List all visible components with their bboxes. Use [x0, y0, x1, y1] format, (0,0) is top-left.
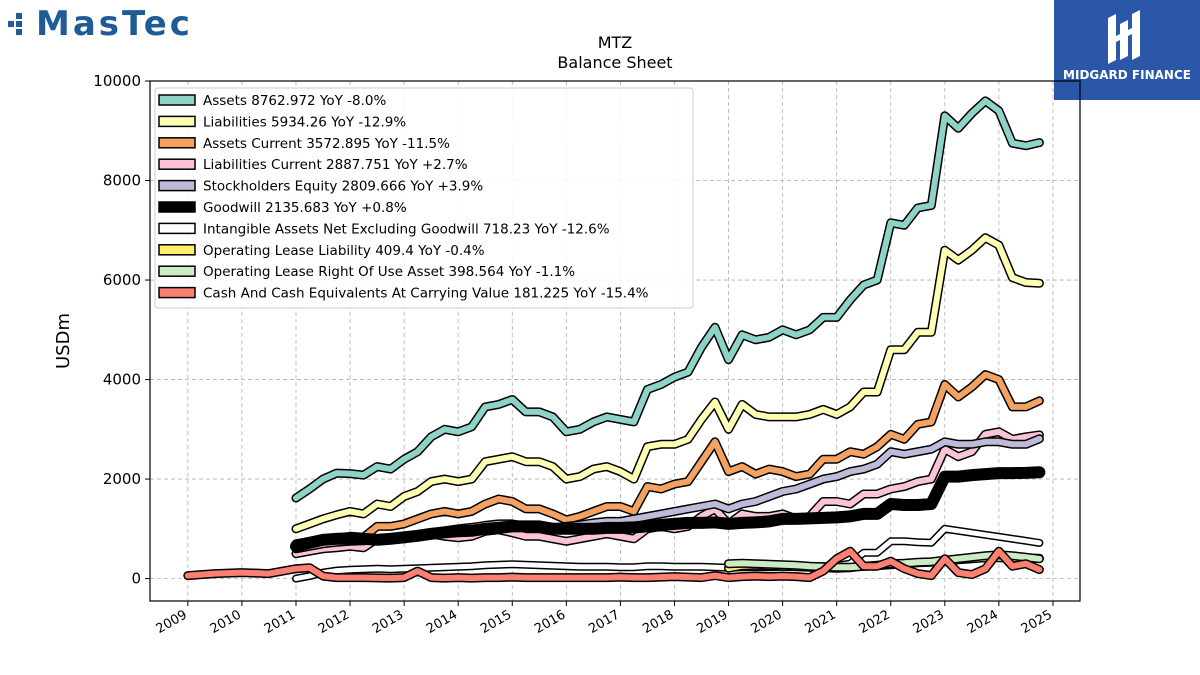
- legend-entry-label: Goodwill 2135.683 YoY +0.8%: [203, 200, 407, 216]
- legend-swatch: [158, 137, 196, 149]
- legend-entry-label: Intangible Assets Net Excluding Goodwill…: [203, 221, 610, 237]
- x-tick-label: 2015: [478, 607, 514, 637]
- series-line-2: [293, 371, 1043, 547]
- x-tick-label: 2022: [857, 607, 893, 637]
- legend: Assets 8762.972 YoY -8.0% Liabilities 593…: [154, 87, 694, 309]
- y-tick-label: 4000: [103, 371, 141, 389]
- y-tick-label: 6000: [103, 271, 141, 289]
- legend-entry-label: Liabilities Current 2887.751 YoY +2.7%: [203, 157, 468, 173]
- legend-swatch: [158, 222, 196, 235]
- plot-frame: [149, 80, 1081, 602]
- x-tick-label: 2012: [316, 607, 352, 637]
- midgard-emblem-icon: [1108, 10, 1140, 64]
- x-tick-label: 2013: [370, 607, 406, 637]
- series-line-0: [293, 97, 1043, 501]
- x-tick-label: 2018: [640, 607, 676, 637]
- legend-entry-label: Stockholders Equity 2809.666 YoY +3.9%: [203, 179, 483, 195]
- x-tick-label: 2014: [424, 607, 460, 637]
- mastec-mark-icon: [8, 13, 30, 35]
- legend-swatch: [158, 158, 196, 170]
- legend-swatch: [158, 201, 196, 213]
- legend-swatch: [158, 244, 196, 256]
- x-tick-label: 2009: [154, 607, 190, 637]
- chart-title: MTZ: [598, 33, 633, 52]
- y-tick-label: 2000: [103, 470, 141, 488]
- legend-box: [154, 87, 694, 309]
- mastec-logo: MasTec: [8, 4, 193, 44]
- x-tick-label: 2023: [911, 607, 947, 637]
- chart-subtitle: Balance Sheet: [557, 53, 672, 72]
- legend-swatch: [158, 286, 196, 299]
- series-line-9: [184, 548, 1043, 582]
- legend-entry-label: Assets Current 3572.895 YoY -11.5%: [203, 136, 450, 152]
- x-tick-label: 2019: [694, 607, 730, 637]
- x-tick-label: 2024: [965, 607, 1001, 637]
- y-tick-label: 10000: [93, 72, 141, 90]
- legend-entry-label: Assets 8762.972 YoY -8.0%: [203, 93, 387, 109]
- y-axis-label: USDm: [53, 313, 74, 369]
- legend-entry-label: Operating Lease Liability 409.4 YoY -0.4…: [203, 243, 485, 259]
- legend-swatch: [158, 179, 196, 192]
- legend-entry-label: Operating Lease Right Of Use Asset 398.5…: [203, 264, 575, 280]
- series-line-1: [293, 234, 1043, 532]
- x-tick-label: 2016: [532, 607, 568, 637]
- y-tick-label: 8000: [103, 172, 141, 190]
- legend-entry-label: Cash And Cash Equivalents At Carrying Va…: [203, 286, 649, 302]
- x-tick-label: 2020: [748, 607, 784, 637]
- legend-swatch: [158, 94, 196, 106]
- x-tick-label: 2011: [262, 607, 298, 637]
- series-lines: [183, 96, 1046, 583]
- y-tick-label: 0: [131, 570, 141, 588]
- x-tick-label: 2025: [1019, 607, 1055, 637]
- legend-swatch: [158, 265, 196, 277]
- legend-swatch: [158, 115, 196, 128]
- midgard-logo-text: MIDGARD FINANCE: [1063, 68, 1191, 82]
- series-line-5: [291, 467, 1044, 551]
- x-tick-label: 2021: [803, 607, 839, 637]
- midgard-finance-logo: MIDGARD FINANCE: [1054, 0, 1200, 100]
- x-tick-label: 2010: [208, 607, 244, 637]
- mastec-logo-text: MasTec: [36, 4, 193, 44]
- x-tick-label: 2017: [586, 607, 622, 637]
- legend-entry-label: Liabilities 5934.26 YoY -12.9%: [203, 114, 406, 130]
